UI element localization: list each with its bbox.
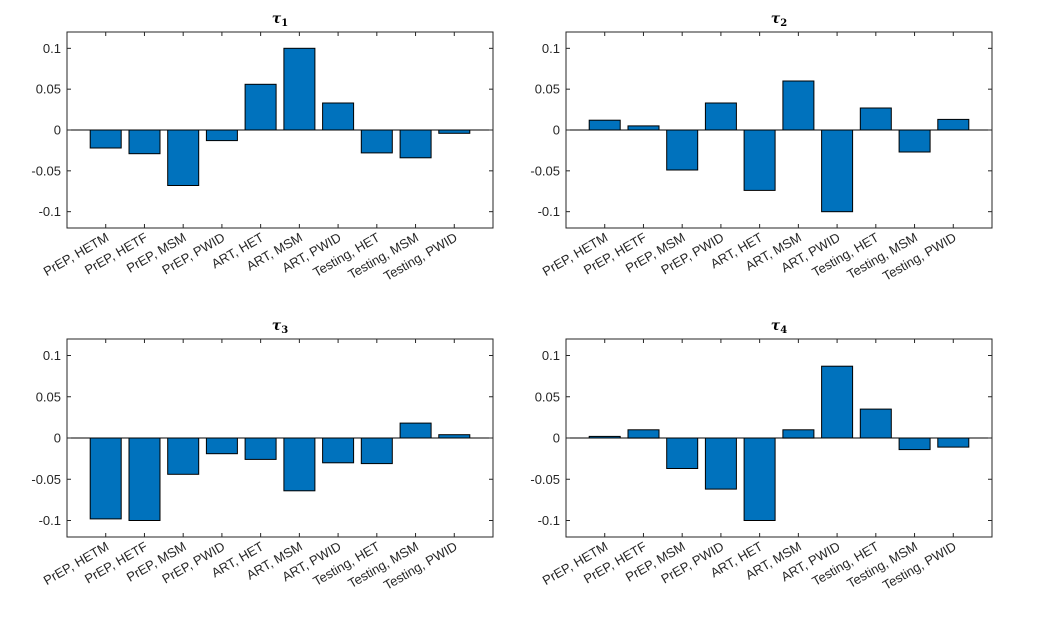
bar xyxy=(937,437,970,448)
bar xyxy=(898,129,931,153)
bar xyxy=(627,125,660,131)
y-tick-label: -0.05 xyxy=(530,472,560,487)
bar xyxy=(627,429,660,439)
bar xyxy=(859,107,892,131)
y-tick-label: 0 xyxy=(54,123,61,138)
y-tick-label: 0.05 xyxy=(535,82,560,97)
bar xyxy=(898,437,931,451)
y-tick-label: 0.1 xyxy=(542,348,560,363)
bar xyxy=(704,102,737,131)
bar xyxy=(128,129,161,155)
bar xyxy=(205,437,238,455)
y-tick-label: -0.05 xyxy=(31,472,61,487)
y-tick-label: -0.1 xyxy=(39,513,61,528)
y-tick-label: -0.1 xyxy=(538,204,560,219)
y-tick-label: 0 xyxy=(54,431,61,446)
bar xyxy=(859,408,892,439)
bar xyxy=(360,129,393,154)
y-tick-label: 0 xyxy=(553,123,560,138)
y-tick-label: 0.05 xyxy=(36,82,61,97)
panel-title: τ3 xyxy=(272,318,288,336)
bar xyxy=(399,422,432,439)
y-tick-label: 0.1 xyxy=(43,41,61,56)
bar xyxy=(322,437,355,464)
y-tick-label: 0.1 xyxy=(43,348,61,363)
bar xyxy=(244,83,277,131)
y-tick-label: 0.05 xyxy=(36,389,61,404)
panel-title: τ2 xyxy=(771,11,787,29)
panel-title: τ4 xyxy=(771,318,787,336)
y-tick-label: 0.05 xyxy=(535,389,560,404)
bar xyxy=(283,47,316,131)
bar xyxy=(666,437,699,469)
bar xyxy=(821,129,854,213)
bar xyxy=(244,437,277,460)
y-tick-label: 0.1 xyxy=(542,41,560,56)
bar xyxy=(89,129,122,149)
bar xyxy=(399,129,432,159)
bar xyxy=(937,118,970,131)
bar xyxy=(205,129,238,142)
y-tick-label: -0.05 xyxy=(530,163,560,178)
bar xyxy=(821,365,854,439)
bar xyxy=(360,437,393,465)
y-tick-label: 0 xyxy=(553,431,560,446)
bar xyxy=(704,437,737,490)
bar xyxy=(743,437,776,521)
bar xyxy=(167,129,200,186)
panel-title: τ1 xyxy=(272,11,288,29)
y-tick-label: -0.1 xyxy=(538,513,560,528)
bar xyxy=(666,129,699,171)
y-tick-label: -0.1 xyxy=(39,204,61,219)
bar xyxy=(588,119,621,131)
y-tick-label: -0.05 xyxy=(31,163,61,178)
bar xyxy=(128,437,161,521)
bar xyxy=(167,437,200,475)
bar xyxy=(743,129,776,191)
bar xyxy=(283,437,316,492)
bar xyxy=(782,429,815,439)
bar xyxy=(89,437,122,520)
bar xyxy=(322,102,355,131)
bar xyxy=(782,80,815,131)
